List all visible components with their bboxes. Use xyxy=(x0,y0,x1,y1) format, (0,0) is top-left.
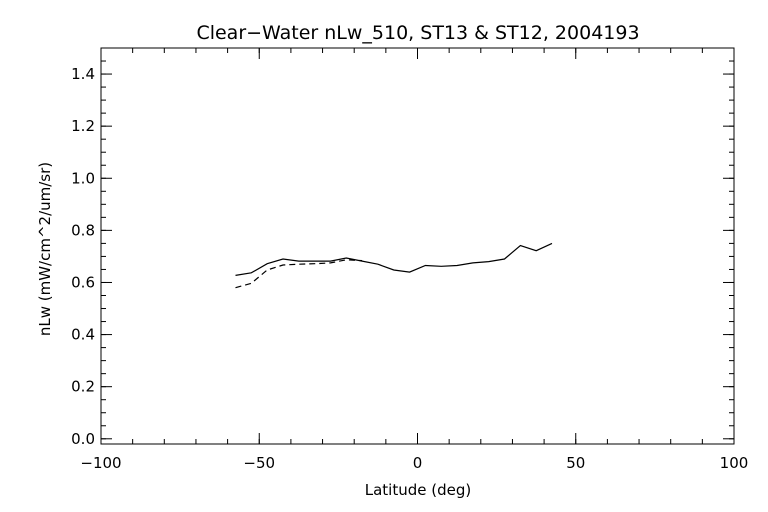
y-axis: 0.0 0.2 0.4 0.6 0.8 1.0 1.2 1.4 xyxy=(71,47,734,448)
y-tick-label: 0.8 xyxy=(71,221,95,239)
series-lines xyxy=(235,242,553,289)
x-tick-label: 0 xyxy=(413,454,423,472)
y-tick-label: 0.6 xyxy=(71,273,95,291)
x-tick-label: 50 xyxy=(566,454,585,472)
y-tick-label: 1.2 xyxy=(71,117,95,135)
x-axis: −100 −50 0 50 100 xyxy=(80,48,748,472)
y-tick-label: 0.2 xyxy=(71,378,95,396)
y-tick-label: 1.0 xyxy=(71,169,95,187)
plot-frame xyxy=(100,47,735,445)
x-axis-label: Latitude (deg) xyxy=(365,481,471,499)
y-axis-label: nLw (mW/cm^2/um/sr) xyxy=(36,162,54,336)
series-line-dashed xyxy=(235,259,363,289)
series-line-solid xyxy=(235,242,553,276)
x-tick-label: −100 xyxy=(80,454,121,472)
y-tick-label: 0.0 xyxy=(71,430,95,448)
plot-border xyxy=(100,47,735,445)
x-tick-label: 100 xyxy=(720,454,749,472)
x-tick-label: −50 xyxy=(243,454,275,472)
y-tick-label: 1.4 xyxy=(71,65,95,83)
y-tick-label: 0.4 xyxy=(71,326,95,344)
chart-title: Clear−Water nLw_510, ST13 & ST12, 200419… xyxy=(196,22,639,44)
